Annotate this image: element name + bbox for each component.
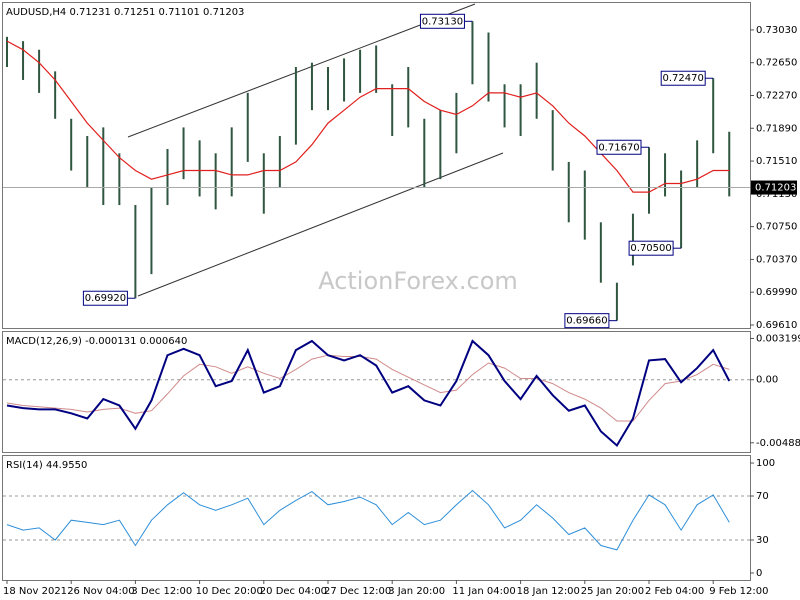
- y-tick-label: 0.73030: [756, 25, 797, 36]
- macd-pane: [2, 331, 751, 453]
- x-tick-label: 18 Jan 12:00: [517, 586, 580, 597]
- current-price-label: 0.71203: [755, 183, 796, 194]
- x-tick-label: 26 Nov 04:00: [67, 586, 134, 597]
- annotation-box: [596, 139, 642, 155]
- plot-layer: 0.730300.726500.722700.718900.715100.711…: [3, 7, 800, 597]
- annotation-box: [564, 313, 610, 329]
- moving-average: [6, 40, 730, 193]
- y-tick-label: 0.69990: [756, 287, 797, 298]
- x-tick-label: 18 Nov 2021: [3, 586, 67, 597]
- x-tick-label: 11 Jan 04:00: [452, 586, 515, 597]
- y-tick-label: 100: [756, 458, 775, 469]
- y-tick-label: 0.00: [756, 375, 778, 386]
- annotation-label: 0.69920: [85, 293, 126, 304]
- y-tick-label: 0.003199: [756, 333, 800, 344]
- annotation-label: 0.73130: [422, 16, 463, 27]
- annotation-box: [82, 290, 128, 306]
- channel-lower: [137, 152, 504, 297]
- x-tick-label: 25 Jan 20:00: [581, 586, 644, 597]
- rsi-line: [6, 489, 730, 551]
- signal-line: [6, 354, 730, 422]
- y-tick-label: 0.70750: [756, 222, 797, 233]
- x-tick-label: 27 Dec 12:00: [324, 586, 391, 597]
- annotation-box: [660, 70, 706, 86]
- annotation-label: 0.71670: [598, 142, 639, 153]
- rsi-pane: [2, 455, 751, 581]
- x-tick-label: 3 Jan 20:00: [388, 586, 445, 597]
- annotation-label: 0.69660: [566, 316, 607, 327]
- y-tick-label: 0: [756, 568, 762, 579]
- y-tick-label: -0.004887: [756, 438, 800, 449]
- y-tick-label: 0.71510: [756, 156, 797, 167]
- annotation-box: [419, 13, 465, 29]
- price-pane: [2, 2, 751, 329]
- x-tick-label: 2 Feb 04:00: [645, 586, 704, 597]
- y-tick-label: 30: [756, 535, 769, 546]
- x-tick-label: 3 Dec 12:00: [131, 586, 192, 597]
- current-price-box: [751, 180, 797, 195]
- annotation-label: 0.72470: [663, 73, 704, 84]
- channel-upper: [127, 3, 476, 138]
- x-tick-label: 10 Dec 20:00: [196, 586, 263, 597]
- pane-title: MACD(12,26,9) -0.000131 0.000640: [6, 336, 187, 347]
- y-tick-label: 0.70370: [756, 254, 797, 265]
- y-tick-label: 70: [756, 491, 769, 502]
- x-tick-label: 20 Dec 04:00: [260, 586, 327, 597]
- pane-title: RSI(14) 44.9550: [6, 460, 87, 471]
- watermark: ActionForex.com: [318, 267, 518, 295]
- macd-line: [6, 339, 731, 448]
- y-tick-label: 0.71890: [756, 123, 797, 134]
- y-tick-label: 0.72270: [756, 90, 797, 101]
- annotation-label: 0.70500: [630, 243, 671, 254]
- pane-title: AUDUSD,H4 0.71231 0.71251 0.71101 0.7120…: [6, 7, 244, 18]
- x-tick-label: 9 Feb 12:00: [709, 586, 768, 597]
- annotation-box: [628, 240, 674, 256]
- y-tick-label: 0.69610: [756, 320, 797, 331]
- y-tick-label: 0.72650: [756, 58, 797, 69]
